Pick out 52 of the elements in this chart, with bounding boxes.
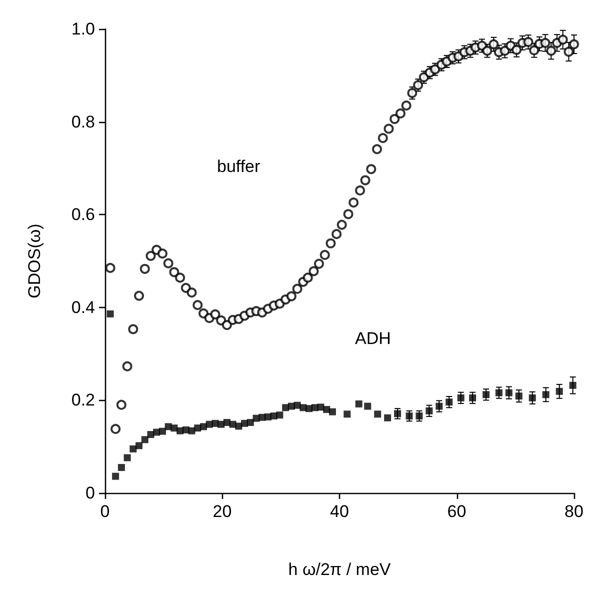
- point: [436, 402, 443, 410]
- point: [426, 407, 433, 414]
- point: [112, 472, 120, 480]
- point: [416, 412, 423, 420]
- x-tick-label: 80: [564, 502, 584, 521]
- point: [515, 392, 522, 400]
- point: [124, 454, 131, 462]
- y-tick-label: 0.2: [71, 390, 95, 410]
- point: [170, 424, 178, 432]
- point: [482, 391, 490, 398]
- point: [246, 418, 254, 426]
- x-tick-label: 0: [100, 502, 110, 521]
- y-tick-label: 0.8: [71, 112, 95, 132]
- point: [394, 410, 402, 418]
- annotation: buffer: [217, 157, 261, 176]
- point: [235, 422, 242, 430]
- point: [446, 398, 453, 406]
- point: [542, 391, 550, 398]
- point: [158, 428, 166, 435]
- point: [118, 464, 125, 471]
- point: [469, 394, 476, 402]
- point: [505, 389, 512, 396]
- y-axis-title: GDOS(ω): [25, 224, 44, 298]
- x-axis-title: h ω/2π / meV: [288, 560, 392, 579]
- point: [141, 436, 148, 444]
- y-tick-label: 1.0: [71, 20, 95, 38]
- point: [147, 431, 154, 438]
- x-tick-label: 60: [447, 502, 466, 521]
- point: [317, 404, 324, 411]
- point: [406, 412, 413, 420]
- x-tick-label: 40: [330, 502, 349, 521]
- point: [355, 400, 362, 408]
- point: [457, 394, 464, 402]
- point: [106, 310, 114, 318]
- x-tick-label: 20: [212, 502, 232, 521]
- point: [556, 388, 563, 395]
- point: [130, 445, 137, 452]
- point: [323, 406, 330, 413]
- annotation: ADH: [355, 329, 391, 348]
- point: [384, 414, 392, 422]
- point: [344, 410, 351, 418]
- y-tick-label: 0.4: [71, 298, 95, 317]
- y-tick-label: 0.6: [71, 205, 95, 224]
- y-tick-label: 0: [86, 484, 95, 502]
- point: [495, 389, 502, 396]
- point: [328, 408, 336, 416]
- point: [136, 442, 143, 450]
- point: [374, 410, 382, 418]
- point: [528, 394, 536, 402]
- point: [569, 382, 576, 389]
- point: [276, 412, 284, 419]
- point: [364, 402, 372, 410]
